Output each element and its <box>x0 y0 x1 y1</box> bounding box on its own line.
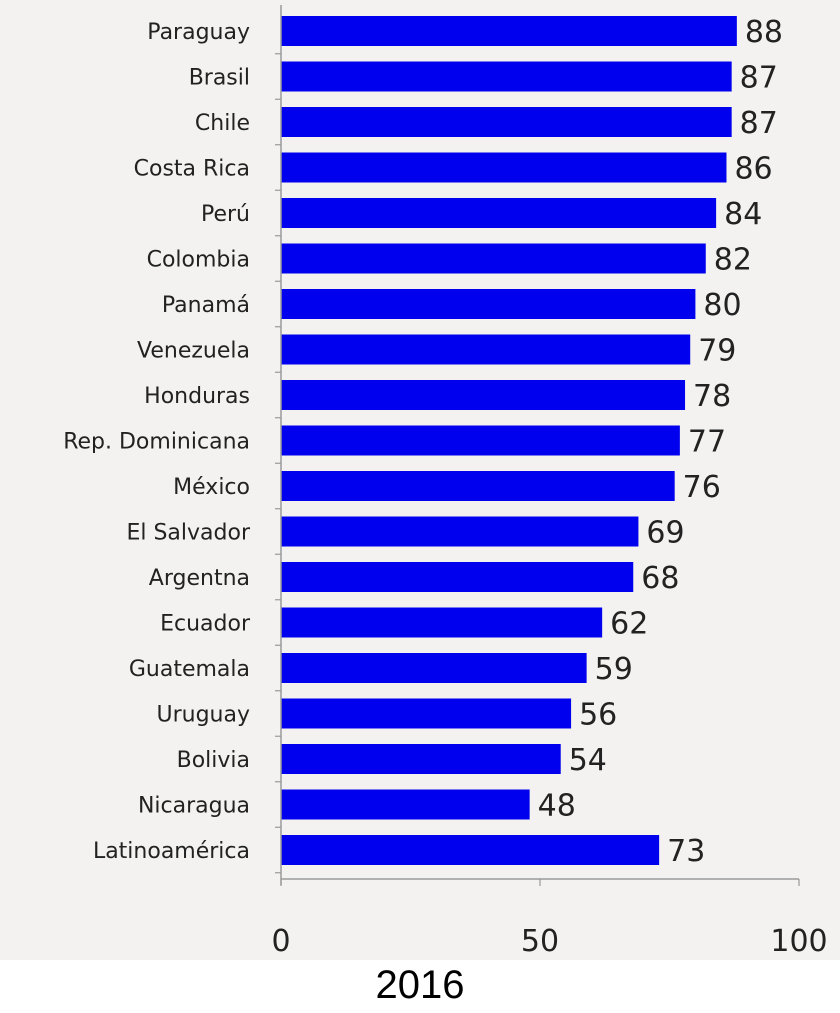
bar <box>281 243 706 274</box>
value-label: 77 <box>688 425 726 460</box>
category-label: Venezuela <box>137 339 250 364</box>
bar <box>281 107 732 137</box>
value-label: 48 <box>538 789 576 824</box>
category-label: Brasil <box>189 66 250 91</box>
bar <box>281 425 680 456</box>
category-label: Chile <box>195 111 250 136</box>
value-label: 68 <box>641 561 679 596</box>
bar <box>281 61 732 92</box>
value-label: 56 <box>579 698 617 733</box>
bar-chart: Paraguay 88 Brasil 87 Chile 87 Costa Rica 86 Per… <box>63 5 828 959</box>
value-label: 76 <box>683 470 721 505</box>
value-label: 84 <box>724 197 762 232</box>
value-label: 73 <box>667 834 705 869</box>
value-label: 54 <box>569 743 607 778</box>
category-label: Guatemala <box>129 657 250 682</box>
bar <box>281 744 561 774</box>
value-label: 87 <box>740 61 778 96</box>
value-label: 80 <box>703 288 741 323</box>
x-tick-label: 50 <box>521 924 559 959</box>
value-label: 86 <box>734 152 772 187</box>
value-label: 78 <box>693 379 731 414</box>
bar <box>281 152 727 183</box>
category-label: Uruguay <box>157 703 251 728</box>
category-label: Bolivia <box>177 748 250 773</box>
category-label: México <box>173 475 250 500</box>
chart-area: Paraguay 88 Brasil 87 Chile 87 Costa Rica 86 Per… <box>0 0 840 960</box>
bar <box>281 516 639 547</box>
value-label: 62 <box>610 607 648 642</box>
value-label: 82 <box>714 243 752 278</box>
bar <box>281 653 587 683</box>
category-label: Ecuador <box>160 612 251 637</box>
category-label: Argentna <box>149 566 250 591</box>
bar <box>281 698 572 729</box>
category-label: Panamá <box>162 293 250 318</box>
x-tick-label: 0 <box>271 924 290 959</box>
bar <box>281 16 737 46</box>
bar <box>281 289 696 319</box>
bar <box>281 471 675 501</box>
bar <box>281 380 686 410</box>
bar <box>281 835 660 865</box>
bar <box>281 198 717 228</box>
category-label: Paraguay <box>147 20 250 45</box>
category-label: Rep. Dominicana <box>63 430 250 455</box>
bar <box>281 789 530 820</box>
category-label: Perú <box>201 202 250 227</box>
category-label: Nicaragua <box>138 794 250 819</box>
value-label: 87 <box>740 106 778 141</box>
x-tick-label: 100 <box>770 924 827 959</box>
category-label: El Salvador <box>126 521 250 546</box>
category-label: Colombia <box>147 248 250 273</box>
bar <box>281 334 691 365</box>
value-label: 79 <box>698 334 736 369</box>
chart-caption: 2016 <box>375 963 465 1007</box>
category-label: Costa Rica <box>134 157 250 182</box>
bar <box>281 607 603 638</box>
bar <box>281 562 634 592</box>
category-label: Latinoamérica <box>93 839 250 864</box>
category-label: Honduras <box>144 384 250 409</box>
value-label: 69 <box>646 516 684 551</box>
value-label: 88 <box>745 15 783 50</box>
value-label: 59 <box>595 652 633 687</box>
